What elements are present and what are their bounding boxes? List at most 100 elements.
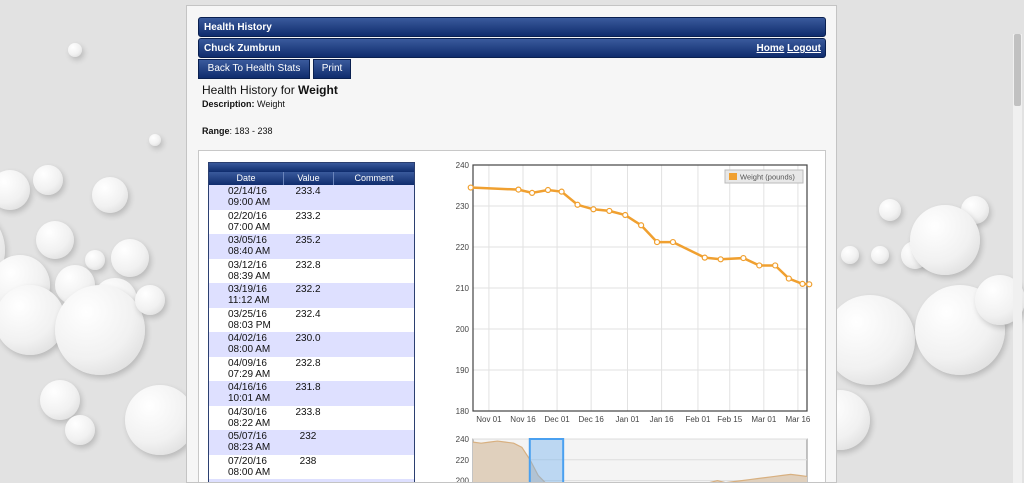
decorative-disc <box>125 385 195 455</box>
data-point <box>669 238 677 246</box>
value-cell: 235.2 <box>295 235 321 246</box>
navigator-y-tick-label: 240 <box>456 435 470 444</box>
user-name: Chuck Zumbrun <box>204 43 281 54</box>
comment-cell <box>333 332 414 357</box>
y-tick-label: 230 <box>456 202 470 211</box>
plot-border <box>472 164 808 412</box>
table-row: 04/09/16 07:29 AM 232.8 <box>209 356 414 382</box>
decorative-disc <box>0 285 65 355</box>
date-text: 03/12/16 <box>228 259 267 271</box>
user-links: Home Logout <box>757 39 821 58</box>
value-cell: 233.2 <box>295 210 321 222</box>
decorative-disc <box>910 205 980 275</box>
value-cell <box>283 479 333 482</box>
home-link[interactable]: Home <box>756 43 785 54</box>
comment-cell <box>333 185 414 210</box>
column-header-value[interactable]: Value <box>283 172 333 185</box>
value-cell: 233.8 <box>295 406 321 418</box>
value-cell: 233.4 <box>295 186 321 197</box>
table-body: 02/14/16 09:00 AM 233.4 02/20/16 07:00 AM 233… <box>209 185 414 482</box>
decorative-disc <box>33 165 63 195</box>
data-point <box>544 186 552 194</box>
range-label: Range <box>202 126 230 136</box>
legend-box <box>724 169 804 184</box>
value-cell: 232.8 <box>295 259 321 271</box>
decorative-disc <box>92 177 128 213</box>
date-cell: 07/20/16 08:00 AM <box>209 455 283 480</box>
x-tick-label: Nov 16 <box>510 415 536 422</box>
date-cell <box>209 479 283 482</box>
y-tick-label: 200 <box>456 325 470 334</box>
table-row: 04/02/16 08:00 AM 230.0 <box>209 332 414 357</box>
date-text: 03/05/16 <box>228 235 267 246</box>
navigator-y-tick-label: 200 <box>456 477 470 483</box>
table-row: 04/30/16 08:22 AM 233.8 <box>209 405 414 431</box>
data-point <box>756 262 763 269</box>
time-text: 11:12 AM <box>228 295 270 306</box>
comment-cell <box>333 430 414 455</box>
weight-line-chart[interactable]: 180 190 200 210 220 230 240 Nov 01 Nov 16 Dec 01 D… <box>444 156 816 422</box>
decorative-disc <box>825 295 915 385</box>
history-table: Date Value Comment 02/14/16 09:00 AM 233.4… <box>208 162 415 482</box>
date-cell: 02/20/16 07:00 AM <box>209 210 283 235</box>
table-row: 03/12/16 08:39 AM 232.8 <box>209 258 414 284</box>
value-cell: 238 <box>299 455 317 467</box>
description: Description: Weight <box>202 99 285 109</box>
user-bar: Chuck Zumbrun Home Logout <box>198 38 826 58</box>
time-text: 08:40 AM <box>228 246 271 257</box>
decorative-disc <box>841 246 859 264</box>
navigator-selection[interactable] <box>528 438 565 483</box>
title-prefix: Health History for <box>202 83 295 97</box>
date-text: 04/02/16 <box>228 333 267 344</box>
comment-cell <box>333 357 414 382</box>
comment-cell <box>333 259 414 284</box>
page-scrollbar[interactable] <box>1013 34 1022 483</box>
title-metric: Weight <box>298 83 338 97</box>
scrollbar-thumb[interactable] <box>1014 34 1021 106</box>
description-value: Weight <box>257 99 285 109</box>
time-text: 09:00 AM <box>228 197 271 208</box>
date-text: 04/09/16 <box>228 357 267 369</box>
data-point <box>528 189 536 196</box>
decorative-disc <box>65 415 95 445</box>
data-point <box>638 222 645 229</box>
table-row: 03/25/16 08:03 PM 232.4 <box>209 307 414 333</box>
page-title: Health History for Weight <box>202 83 338 97</box>
date-text: 04/16/16 <box>228 382 267 393</box>
date-text: 04/30/16 <box>228 406 267 418</box>
time-text: 08:39 AM <box>228 270 271 282</box>
x-tick-label: Nov 01 <box>476 415 502 422</box>
range-navigator-chart[interactable]: 200 220 240 <box>444 431 816 483</box>
header-bar: Health History <box>198 17 826 37</box>
column-header-comment[interactable]: Comment <box>333 172 414 185</box>
table-row: 03/19/16 11:12 AM 232.2 <box>209 283 414 308</box>
column-header-date[interactable]: Date <box>236 173 256 183</box>
main-container: Health History Chuck Zumbrun Home Logout… <box>186 5 837 483</box>
legend-label: Weight (pounds) <box>740 173 795 182</box>
y-tick-label: 240 <box>456 161 470 170</box>
x-tick-label: Dec 01 <box>544 415 570 422</box>
time-text: 07:29 AM <box>228 368 271 380</box>
comment-cell <box>333 479 414 482</box>
table-row: 05/07/16 08:23 AM 232 <box>209 430 414 455</box>
decorative-disc <box>111 239 149 277</box>
table-row: 02/20/16 07:00 AM 233.2 <box>209 209 414 235</box>
data-point <box>717 256 724 263</box>
date-cell: 04/30/16 08:22 AM <box>209 406 283 431</box>
logout-link[interactable]: Logout <box>787 43 821 54</box>
print-button[interactable]: Print <box>313 59 351 79</box>
table-header: Date Value Comment <box>209 172 414 185</box>
time-text: 08:00 AM <box>228 344 271 355</box>
data-point <box>515 186 522 193</box>
back-to-health-stats-button[interactable]: Back To Health Stats <box>198 59 310 79</box>
value-cell: 232.4 <box>295 308 321 320</box>
decorative-disc <box>68 43 82 57</box>
data-point <box>772 262 779 269</box>
y-tick-label: 180 <box>456 407 470 416</box>
y-tick-label: 220 <box>456 243 470 252</box>
range: Range: 183 - 238 <box>202 126 273 136</box>
date-cell: 03/12/16 08:39 AM <box>209 259 283 284</box>
date-cell: 03/19/16 11:12 AM <box>209 283 283 308</box>
date-cell: 03/25/16 08:03 PM <box>209 308 283 333</box>
